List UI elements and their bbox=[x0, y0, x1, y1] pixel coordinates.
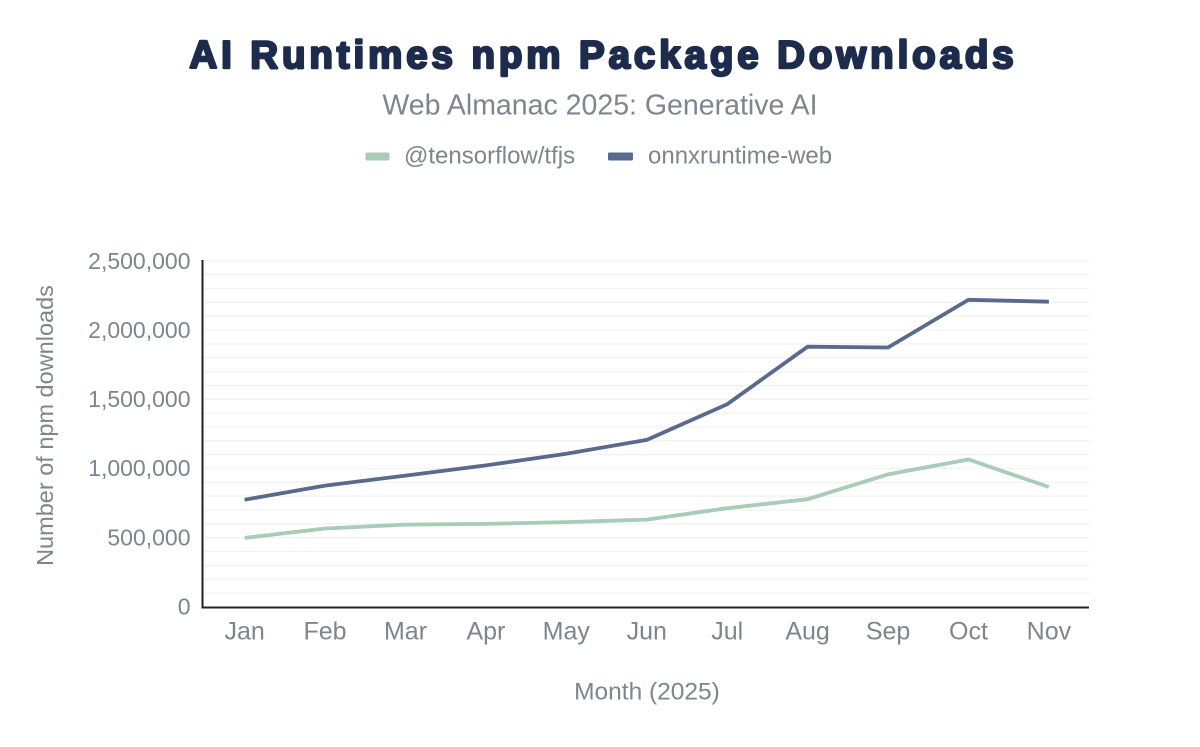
svg-text:Aug: Aug bbox=[785, 618, 829, 646]
svg-text:2,000,000: 2,000,000 bbox=[88, 317, 190, 343]
svg-text:Nov: Nov bbox=[1027, 618, 1072, 646]
svg-text:May: May bbox=[543, 618, 591, 646]
svg-text:Jul: Jul bbox=[711, 618, 743, 646]
svg-text:1,500,000: 1,500,000 bbox=[88, 386, 190, 412]
svg-text:Apr: Apr bbox=[466, 618, 505, 646]
svg-text:2,500,000: 2,500,000 bbox=[88, 248, 190, 274]
svg-text:Number of npm downloads: Number of npm downloads bbox=[32, 285, 58, 566]
svg-text:1,000,000: 1,000,000 bbox=[88, 455, 190, 481]
svg-text:Jan: Jan bbox=[224, 618, 264, 646]
svg-text:Mar: Mar bbox=[384, 618, 427, 646]
svg-text:Feb: Feb bbox=[303, 618, 346, 646]
svg-text:0: 0 bbox=[178, 594, 191, 620]
svg-text:Web Almanac 2025: Generative A: Web Almanac 2025: Generative AI bbox=[382, 90, 817, 122]
svg-text:@tensorflow/tfjs: @tensorflow/tfjs bbox=[404, 142, 575, 169]
svg-text:Month (2025): Month (2025) bbox=[574, 679, 720, 706]
svg-text:AI Runtimes npm Package Downlo: AI Runtimes npm Package Downloads bbox=[189, 34, 1017, 77]
svg-text:onnxruntime-web: onnxruntime-web bbox=[648, 142, 832, 169]
svg-text:500,000: 500,000 bbox=[107, 524, 190, 550]
svg-text:Oct: Oct bbox=[949, 618, 988, 646]
svg-text:Jun: Jun bbox=[627, 618, 667, 646]
svg-text:Sep: Sep bbox=[866, 618, 910, 646]
